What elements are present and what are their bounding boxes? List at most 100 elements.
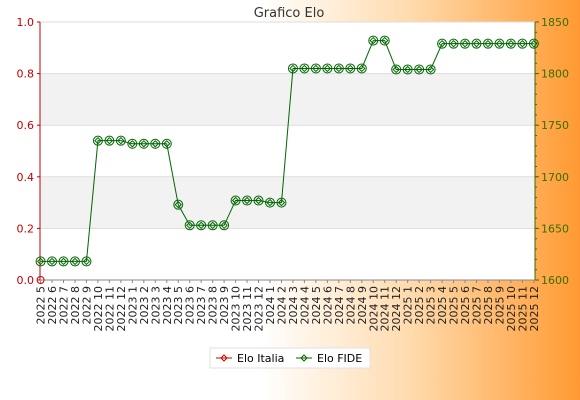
data-point-elo-fide bbox=[69, 256, 80, 267]
data-point-elo-fide bbox=[150, 138, 161, 149]
right-tick-label: 1650 bbox=[541, 222, 569, 235]
data-point-elo-fide bbox=[48, 257, 56, 266]
x-tick-label: 2022 12 bbox=[115, 286, 128, 332]
data-point-elo-fide bbox=[128, 140, 137, 148]
data-point-elo-fide bbox=[289, 64, 297, 73]
data-point-elo-fide bbox=[231, 196, 240, 205]
x-tick-label: 2025 8 bbox=[482, 286, 495, 325]
data-point-elo-fide bbox=[369, 36, 377, 45]
x-tick-label: 2024 8 bbox=[344, 286, 357, 325]
data-point-elo-fide bbox=[266, 198, 274, 207]
x-tick-label: 2024 5 bbox=[310, 286, 323, 325]
data-point-elo-fide bbox=[115, 135, 126, 146]
data-point-elo-fide bbox=[71, 257, 79, 266]
data-point-elo-fide bbox=[495, 39, 504, 48]
x-tick-label: 2024 1 bbox=[264, 286, 277, 325]
data-point-elo-fide bbox=[287, 63, 298, 74]
data-point-elo-fide bbox=[36, 257, 45, 266]
chart-title: Grafico Elo bbox=[254, 6, 325, 21]
x-tick-label: 2023 12 bbox=[253, 286, 266, 332]
left-tick-label: 0.2 bbox=[17, 222, 35, 235]
left-tick-label: 0.6 bbox=[17, 119, 35, 132]
x-tick-label: 2025 11 bbox=[516, 286, 529, 332]
data-point-elo-fide bbox=[472, 39, 481, 48]
data-point-elo-fide bbox=[59, 257, 68, 266]
plot-band bbox=[40, 73, 535, 126]
data-point-elo-fide bbox=[104, 135, 115, 146]
x-tick-label: 2024 9 bbox=[356, 286, 369, 325]
data-point-elo-fide bbox=[333, 63, 344, 74]
data-point-elo-fide bbox=[494, 38, 505, 49]
data-point-elo-fide bbox=[138, 138, 149, 149]
x-tick-label: 2022 9 bbox=[80, 286, 93, 325]
data-point-elo-fide bbox=[35, 256, 46, 267]
data-point-elo-fide bbox=[117, 136, 125, 145]
x-tick-label: 2023 2 bbox=[138, 286, 151, 325]
data-point-elo-italia bbox=[36, 276, 45, 284]
series-elo-italia bbox=[36, 276, 45, 284]
x-tick-label: 2022 6 bbox=[46, 286, 59, 325]
right-tick-label: 1700 bbox=[541, 171, 569, 184]
tick-labels: 0.0 0.2 0.4 0.6 0.8 1.0 1600 1650 1700 1750 1800 18… bbox=[17, 16, 570, 332]
data-point-elo-fide bbox=[127, 138, 138, 149]
data-point-elo-fide bbox=[81, 256, 92, 267]
data-point-elo-fide bbox=[265, 197, 276, 208]
data-point-elo-fide bbox=[448, 38, 459, 49]
data-point-elo-fide bbox=[438, 39, 446, 48]
data-point-elo-fide bbox=[140, 140, 148, 148]
data-point-elo-fide bbox=[277, 198, 286, 207]
x-tick-label: 2024 12 bbox=[390, 286, 403, 332]
data-point-elo-fide bbox=[346, 64, 355, 73]
x-tick-label: 2024 11 bbox=[379, 286, 392, 332]
x-tick-label: 2024 2 bbox=[275, 286, 288, 325]
data-point-elo-fide bbox=[299, 63, 310, 74]
legend-marker-elo-italia bbox=[216, 354, 232, 362]
left-tick-label: 0.4 bbox=[17, 171, 35, 184]
data-point-elo-fide bbox=[392, 65, 400, 74]
x-tick-label: 2022 5 bbox=[35, 286, 48, 325]
x-tick-label: 2023 11 bbox=[241, 286, 254, 332]
x-tick-label: 2023 9 bbox=[218, 286, 231, 325]
data-point-elo-fide bbox=[243, 196, 251, 205]
x-tick-label: 2024 6 bbox=[321, 286, 334, 325]
x-tick-label: 2025 7 bbox=[470, 286, 483, 325]
legend: Elo Italia Elo FIDE bbox=[209, 347, 371, 369]
data-point-elo-fide bbox=[484, 39, 492, 48]
data-point-elo-fide bbox=[300, 64, 309, 73]
data-point-elo-fide bbox=[415, 65, 423, 74]
x-tick-label: 2024 7 bbox=[333, 286, 346, 325]
right-tick-label: 1600 bbox=[541, 274, 569, 287]
data-point-elo-fide bbox=[253, 195, 264, 206]
data-point-elo-fide bbox=[471, 38, 482, 49]
data-point-elo-fide bbox=[356, 63, 367, 74]
data-point-elo-fide bbox=[58, 256, 69, 267]
data-point-elo-fide bbox=[92, 135, 103, 146]
data-point-elo-fide bbox=[185, 221, 194, 230]
data-point-elo-fide bbox=[310, 63, 321, 74]
axes bbox=[37, 21, 539, 283]
x-tick-label: 2022 10 bbox=[92, 286, 105, 332]
left-tick-label: 0.0 bbox=[17, 274, 35, 287]
x-tick-label: 2022 7 bbox=[58, 286, 71, 325]
data-point-elo-fide bbox=[391, 64, 402, 75]
x-tick-label: 2025 12 bbox=[528, 286, 541, 332]
data-point-elo-fide bbox=[368, 35, 379, 46]
data-point-elo-fide bbox=[276, 197, 287, 208]
data-point-elo-fide bbox=[461, 39, 469, 48]
data-point-elo-fide bbox=[184, 220, 195, 231]
x-tick-label: 2025 3 bbox=[425, 286, 438, 325]
data-point-elo-fide bbox=[518, 39, 527, 48]
data-point-elo-fide bbox=[437, 38, 448, 49]
data-point-elo-fide bbox=[254, 196, 263, 205]
data-point-elo-fide bbox=[426, 65, 435, 74]
x-tick-label: 2025 10 bbox=[505, 286, 518, 332]
data-point-elo-fide bbox=[197, 221, 205, 230]
legend-label-elo-fide: Elo FIDE bbox=[317, 352, 362, 365]
left-tick-label: 1.0 bbox=[17, 16, 35, 29]
right-tick-label: 1800 bbox=[541, 68, 569, 81]
x-tick-label: 2025 4 bbox=[436, 286, 449, 325]
plot-band bbox=[40, 176, 535, 229]
data-point-elo-fide bbox=[379, 35, 390, 46]
